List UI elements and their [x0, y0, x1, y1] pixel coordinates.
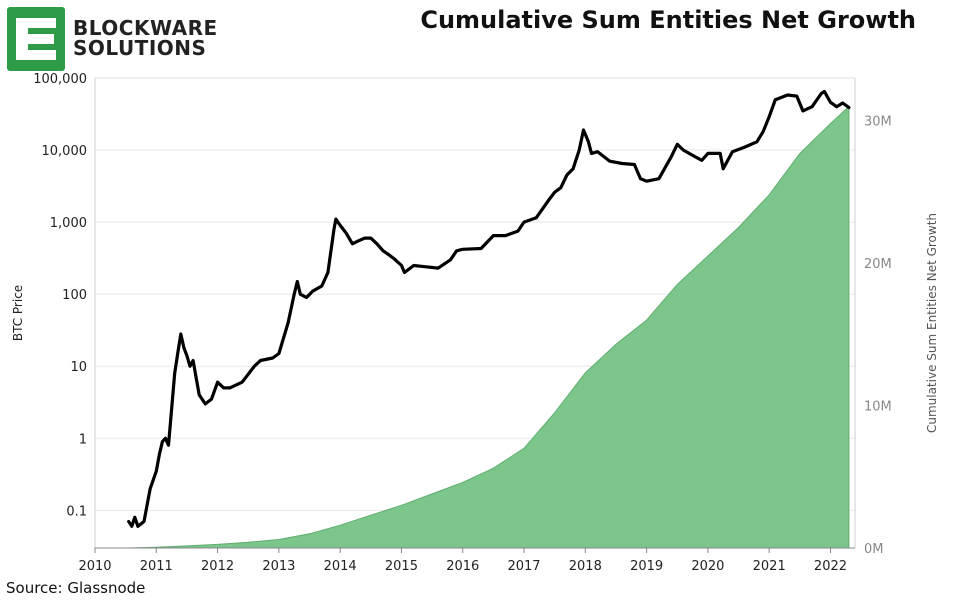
x-tick-label: 2011	[140, 559, 173, 574]
left-tick-label: 100	[62, 288, 87, 303]
btc-price-series	[127, 89, 851, 528]
x-axis-ticks: 2010 2011 2012 2013 2014 2015 2016 2017 2018 2019…	[78, 548, 847, 574]
x-tick-label: 2016	[446, 559, 479, 574]
cumulative-area-series	[128, 105, 850, 549]
right-axis-label: Cumulative Sum Entities Net Growth	[925, 213, 939, 433]
x-tick-label: 2022	[814, 559, 847, 574]
x-tick-label: 2014	[324, 559, 357, 574]
left-tick-label: 10,000	[42, 144, 88, 159]
left-axis-ticks: 0.1 1 10 100 1,000 10,000 100,000	[33, 72, 87, 519]
right-tick-label: 0M	[864, 542, 884, 557]
right-tick-label: 20M	[864, 257, 892, 272]
x-tick-label: 2018	[569, 559, 602, 574]
left-tick-label: 0.1	[66, 504, 87, 519]
right-axis-ticks: 0M 10M 20M 30M	[864, 115, 892, 557]
x-tick-label: 2013	[262, 559, 295, 574]
x-tick-label: 2020	[691, 559, 724, 574]
left-axis-label: BTC Price	[11, 285, 25, 341]
left-tick-label: 10	[70, 360, 87, 375]
right-tick-label: 30M	[864, 115, 892, 130]
chart-title: Cumulative Sum Entities Net Growth	[420, 6, 916, 34]
plot-frame	[94, 77, 856, 549]
price-line-path	[127, 89, 851, 528]
x-tick-label: 2015	[385, 559, 418, 574]
x-tick-label: 2010	[78, 559, 111, 574]
brand-name: BLOCKWARE SOLUTIONS	[73, 18, 218, 58]
x-tick-label: 2017	[507, 559, 540, 574]
source-note: Source: Glassnode	[6, 579, 146, 597]
area-path	[128, 105, 850, 549]
left-tick-label: 100,000	[33, 72, 87, 87]
brand-line-1: BLOCKWARE	[73, 16, 218, 40]
logo-glyph	[16, 18, 56, 60]
left-tick-label: 1	[79, 432, 87, 447]
x-tick-label: 2021	[753, 559, 786, 574]
blockware-logo	[7, 7, 65, 71]
brand-line-2: SOLUTIONS	[73, 36, 207, 60]
left-tick-label: 1,000	[50, 216, 87, 231]
x-tick-label: 2012	[201, 559, 234, 574]
x-tick-label: 2019	[630, 559, 663, 574]
right-tick-label: 10M	[864, 400, 892, 415]
